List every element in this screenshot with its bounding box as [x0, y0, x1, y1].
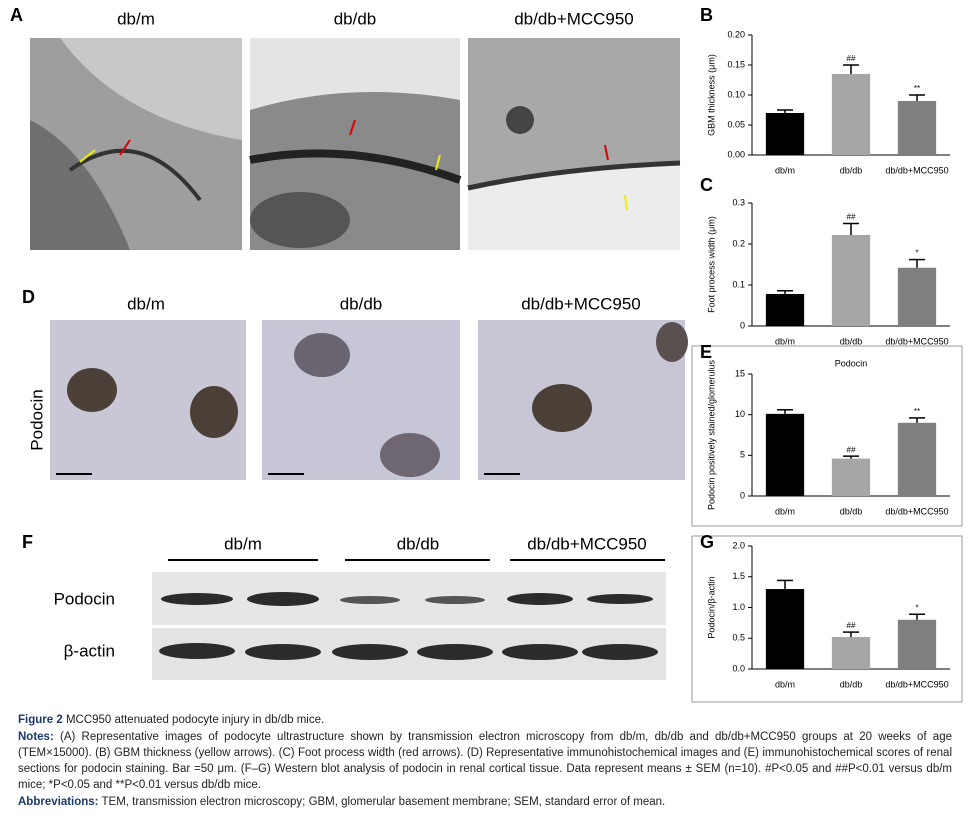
significance: ## [847, 213, 856, 222]
y-tick-label: 15 [735, 368, 745, 378]
y-tick-label: 2.0 [732, 540, 745, 550]
x-tick-label: db/db+MCC950 [885, 679, 948, 689]
abbreviations: TEM, transmission electron microscopy; G… [101, 796, 666, 808]
x-tick-label: db/m [775, 336, 795, 346]
x-tick-label: db/m [775, 506, 795, 516]
bar [831, 637, 871, 669]
x-tick-label: db/db [840, 506, 863, 516]
y-tick-label: 0.10 [727, 89, 745, 99]
x-tick-label: db/db+MCC950 [885, 506, 948, 516]
y-tick-label: 0.2 [732, 238, 745, 248]
x-tick-label: db/db [840, 165, 863, 175]
significance: ## [847, 621, 856, 630]
figure-title: MCC950 attenuated podocyte injury in db/… [65, 714, 325, 726]
x-tick-label: db/m [775, 679, 795, 689]
image-title: db/db [397, 534, 440, 553]
bar [831, 458, 871, 496]
significance: ## [847, 54, 856, 63]
y-tick-label: 0.15 [727, 59, 745, 69]
bar [765, 413, 805, 496]
chart-title: Podocin [835, 358, 868, 368]
image-title: db/m [127, 294, 165, 313]
abbrev-label: Abbreviations: [18, 796, 99, 808]
y-axis-label: Podocin positively stained/glomerulus [706, 359, 716, 510]
y-axis-label: Foot process width (μm) [706, 216, 716, 313]
y-tick-label: 5 [740, 450, 745, 460]
x-tick-label: db/db+MCC950 [885, 165, 948, 175]
caption: Figure 2 MCC950 attenuated podocyte inju… [18, 712, 952, 811]
panel-letter: D [22, 287, 35, 307]
image-title: db/db+MCC950 [527, 534, 647, 553]
figure-number: Figure 2 [18, 714, 63, 726]
row-label: β-actin [64, 641, 115, 660]
panel-letter: B [700, 5, 713, 25]
y-axis-label: GBM thickness (μm) [706, 54, 716, 136]
x-tick-label: db/db+MCC950 [885, 336, 948, 346]
y-axis-label: Podocin/β-actin [706, 576, 716, 638]
y-tick-label: 1.5 [732, 571, 745, 581]
bar [765, 113, 805, 155]
notes-label: Notes: [18, 731, 54, 743]
ihc-images [50, 320, 688, 480]
y-tick-label: 0.1 [732, 279, 745, 289]
bar [765, 589, 805, 669]
image-title: db/m [224, 534, 262, 553]
image-title: db/db [334, 9, 377, 28]
significance: ** [914, 407, 920, 416]
panel-e-frame [691, 345, 963, 527]
y-tick-label: 0 [740, 490, 745, 500]
bar [897, 422, 937, 496]
y-tick-label: 0.05 [727, 119, 745, 129]
panel-letter: C [700, 175, 713, 195]
image-title: db/m [117, 9, 155, 28]
y-tick-label: 0.0 [732, 663, 745, 673]
western-blot [152, 559, 666, 680]
x-tick-label: db/m [775, 165, 795, 175]
x-tick-label: db/db [840, 679, 863, 689]
image-title: db/db [340, 294, 383, 313]
significance: * [915, 603, 918, 612]
figure: Podocin Podocin β-actin A B C D E F Gdb/m db/db… [10, 5, 963, 703]
x-tick-label: db/db [840, 336, 863, 346]
bar [831, 234, 871, 326]
significance: ## [847, 445, 856, 454]
y-tick-label: 0.5 [732, 633, 745, 643]
panel-letter: F [22, 532, 33, 552]
y-tick-label: 0.20 [727, 29, 745, 39]
bar [831, 74, 871, 155]
significance: * [915, 249, 918, 258]
significance: ** [914, 84, 920, 93]
y-tick-label: 0 [740, 320, 745, 330]
bar [897, 101, 937, 155]
row-label: Podocin [27, 389, 46, 450]
bar [765, 294, 805, 326]
row-label: Podocin [54, 589, 115, 608]
y-tick-label: 10 [735, 409, 745, 419]
bar [897, 267, 937, 326]
panel-g-frame [691, 535, 963, 703]
panel-letter: G [700, 532, 714, 552]
panel-letter: A [10, 5, 23, 25]
y-tick-label: 1.0 [732, 602, 745, 612]
y-tick-label: 0.3 [732, 197, 745, 207]
image-title: db/db+MCC950 [514, 9, 634, 28]
image-title: db/db+MCC950 [521, 294, 641, 313]
y-tick-label: 0.00 [727, 149, 745, 159]
bar [897, 619, 937, 669]
panel-letter: E [700, 342, 712, 362]
notes: (A) Representative images of podocyte ul… [18, 731, 952, 791]
tem-images [30, 38, 681, 250]
